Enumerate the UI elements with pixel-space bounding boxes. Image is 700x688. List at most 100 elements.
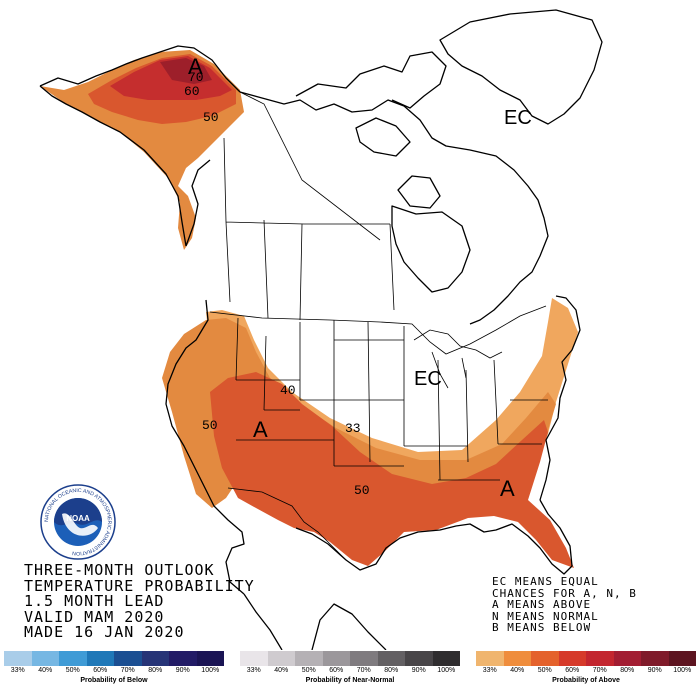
legend-normal-tick: 50% <box>301 667 316 674</box>
us-east-coastline <box>539 295 581 501</box>
legend-below-ticks: 33% 40% 50% 60% 70% 80% 90% 100% <box>4 666 224 676</box>
key-chances-line: CHANCES FOR A, N, B <box>492 586 637 600</box>
conus-above-60-zone <box>210 372 574 568</box>
legend-below-swatch <box>169 651 197 666</box>
legend-above-tick: 70% <box>592 667 607 674</box>
alaska-above-letter: A <box>188 54 203 79</box>
legend-below-tick: 40% <box>38 667 53 674</box>
legend-above-ticks: 33% 40% 50% 60% 70% 80% 90% 100% <box>476 666 696 676</box>
legend-below-tick: 80% <box>148 667 163 674</box>
great-lakes-ec-label: EC <box>414 368 442 390</box>
legend-normal-swatches <box>240 651 460 666</box>
south-contour-label-50: 50 <box>354 483 370 498</box>
legend-normal-tick: 60% <box>329 667 344 674</box>
outlook-info-block: THREE-MONTH OUTLOOK TEMPERATURE PROBABIL… <box>24 561 255 641</box>
alaska-coastline <box>39 45 241 247</box>
legend-below-swatch <box>31 651 59 666</box>
legend-above-tick: 33% <box>482 667 497 674</box>
legend-normal-title: Probability of Near-Normal <box>305 677 395 684</box>
key-above-line: A MEANS ABOVE <box>492 598 592 611</box>
legend-below-tick: 90% <box>175 667 190 674</box>
great-lakes-outline <box>413 329 503 389</box>
legend-below-swatch <box>59 651 87 666</box>
us-west-coastline <box>165 299 245 595</box>
alaska-above-80-zone <box>160 58 212 84</box>
key-below-line: B MEANS BELOW <box>492 621 592 634</box>
legend-above-swatch <box>558 651 586 666</box>
legend-above-tick: 50% <box>537 667 552 674</box>
legend-above-swatch <box>503 651 531 666</box>
legend-normal-swatch <box>267 651 295 666</box>
legend-above-swatch <box>586 651 614 666</box>
legend-below-tick: 100% <box>201 667 220 674</box>
noaa-logo-text: NOAA <box>66 514 90 523</box>
west-contour-label-50: 50 <box>202 418 218 433</box>
legend-below-tick: 33% <box>10 667 25 674</box>
legend-above-tick: 80% <box>620 667 635 674</box>
key-normal-line: N MEANS NORMAL <box>492 609 599 623</box>
legend-above-tick: 90% <box>647 667 662 674</box>
legend-normal-swatch <box>322 651 350 666</box>
legend-normal-tick: 33% <box>246 667 261 674</box>
legend-normal-tick: 70% <box>356 667 371 674</box>
legend-below: 33% 40% 50% 60% 70% 80% 90% 100% Probability of… <box>4 651 224 687</box>
legend-below-swatch <box>196 651 224 666</box>
legend-above-tick: 60% <box>565 667 580 674</box>
legend-normal-tick: 80% <box>384 667 399 674</box>
legend-above-swatch <box>613 651 641 666</box>
legend-normal-swatch <box>377 651 405 666</box>
north-canada-coastline <box>239 91 549 325</box>
legend-below-tick: 70% <box>120 667 135 674</box>
legend-above-tick: 40% <box>510 667 525 674</box>
legend-above-swatch <box>668 651 696 666</box>
legend-above-swatch <box>476 651 504 666</box>
legend-normal-swatch <box>295 651 323 666</box>
west-contour-label-40: 40 <box>280 383 296 398</box>
legend-normal-ticks: 33% 40% 50% 60% 70% 80% 90% 100% <box>240 666 460 676</box>
legend-normal-tick: 100% <box>437 667 456 674</box>
legend-normal-swatch <box>432 651 460 666</box>
legend-below-swatch <box>4 651 32 666</box>
north-america-outlook-map: 70 60 50 40 50 33 50 A A A EC EC <box>39 9 603 650</box>
legend-below-swatch <box>114 651 142 666</box>
legend-below-title: Probability of Below <box>80 677 148 684</box>
legend-above-tick: 100% <box>673 667 692 674</box>
legend-normal: 33% 40% 50% 60% 70% 80% 90% 100% Probability of… <box>240 651 460 687</box>
outlook-variable: TEMPERATURE PROBABILITY <box>24 576 255 595</box>
legend-above-swatches <box>476 651 696 666</box>
hudson-bay-outline <box>391 205 471 293</box>
legend-below-tick: 50% <box>65 667 80 674</box>
gulf-coastline <box>295 499 573 575</box>
noaa-logo: NATIONAL OCEANIC AND ATMOSPHERIC ADMINIS… <box>40 484 116 560</box>
legend-normal-swatch <box>350 651 378 666</box>
legend-above-swatch <box>641 651 669 666</box>
southwest-above-letter: A <box>253 417 268 442</box>
outlook-lead: 1.5 MONTH LEAD <box>24 592 165 610</box>
legend-below-tick: 60% <box>93 667 108 674</box>
us-state-borders <box>235 317 548 481</box>
legend-below-swatch <box>86 651 114 666</box>
legend-above: 33% 40% 50% 60% 70% 80% 90% 100% Probability of… <box>476 651 696 687</box>
central-contour-label-33: 33 <box>345 421 361 436</box>
legend-below-swatch <box>141 651 169 666</box>
alaska-contour-label-70: 70 <box>188 70 204 85</box>
arctic-islands-outline <box>295 51 447 209</box>
legend-normal-swatch <box>240 651 268 666</box>
legend-normal-tick: 90% <box>411 667 426 674</box>
category-key: EC MEANS EQUAL CHANCES FOR A, N, B A MEA… <box>492 576 637 634</box>
mexico-coastline <box>243 593 387 650</box>
alaska-contour-label-50: 50 <box>203 110 219 125</box>
legend-below-swatches <box>4 651 224 666</box>
us-canada-border <box>209 305 547 355</box>
legend-normal-tick: 40% <box>274 667 289 674</box>
southeast-above-letter: A <box>500 476 515 501</box>
legend-above-title: Probability of Above <box>552 677 620 684</box>
legend-normal-swatch <box>405 651 433 666</box>
outlook-issue-date: MADE 16 JAN 2020 <box>24 623 185 641</box>
outlook-title: THREE-MONTH OUTLOOK <box>24 561 215 579</box>
key-ec-line: EC MEANS EQUAL <box>492 575 599 588</box>
alaska-contour-label-60: 60 <box>184 84 200 99</box>
outlook-valid-period: VALID MAM 2020 <box>24 607 165 626</box>
legend-above-swatch <box>531 651 559 666</box>
